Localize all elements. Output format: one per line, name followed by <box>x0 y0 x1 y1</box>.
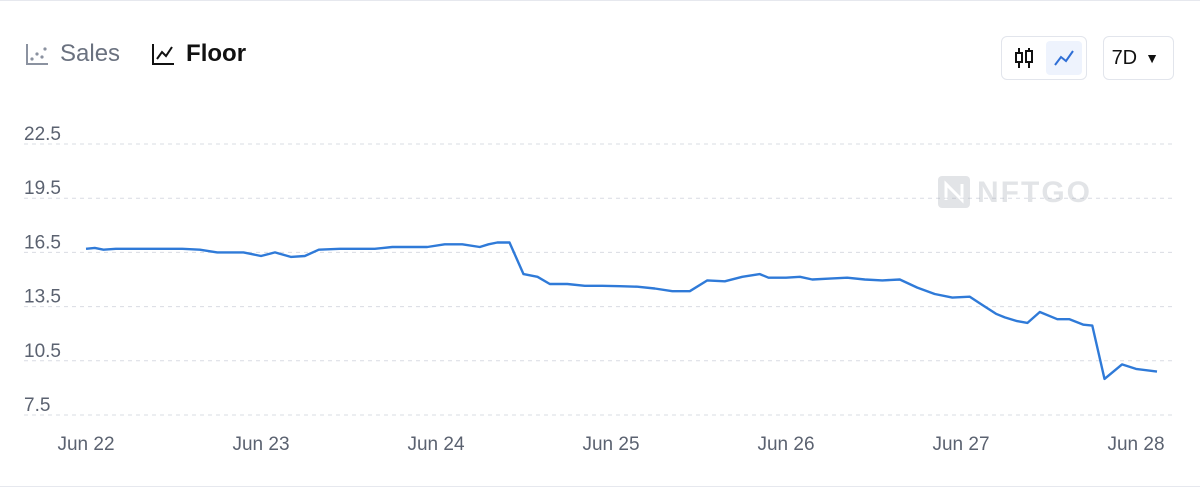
range-select[interactable]: 7D ▼ <box>1102 36 1174 80</box>
x-tick-label: Jun 22 <box>57 434 114 455</box>
x-tick-label: Jun 26 <box>757 434 814 455</box>
x-tick-label: Jun 25 <box>582 434 639 455</box>
y-tick-label: 13.5 <box>24 287 61 308</box>
candlestick-button[interactable] <box>1006 41 1042 75</box>
top-divider <box>0 0 1200 5</box>
tab-floor[interactable]: Floor <box>150 40 246 68</box>
x-tick-label: Jun 24 <box>407 434 464 455</box>
y-axis: 22.5 19.5 16.5 13.5 10.5 7.5 <box>24 124 61 416</box>
scatter-icon <box>26 44 48 65</box>
candlestick-icon <box>1014 48 1033 68</box>
chart-type-toggle <box>1000 36 1087 80</box>
tab-sales-label: Sales <box>60 40 121 67</box>
y-tick-label: 22.5 <box>24 124 61 145</box>
floor-price-chart: NFTGO 22.519.516.513.510.57.5 Jun 22 Jun … <box>24 124 1174 455</box>
tab-floor-label: Floor <box>186 40 247 67</box>
bottom-divider <box>0 486 1200 487</box>
watermark-text: NFTGO <box>977 176 1092 209</box>
x-tick-label: Jun 23 <box>232 434 289 455</box>
tab-sales[interactable]: Sales <box>24 40 120 68</box>
x-tick-label: Jun 28 <box>1107 434 1164 455</box>
x-tick-label: Jun 27 <box>932 434 989 455</box>
chart-controls: 7D ▼ <box>1000 36 1174 80</box>
caret-down-icon: ▼ <box>1145 50 1159 66</box>
nftgo-watermark: NFTGO <box>938 176 1092 209</box>
range-select-value: 7D <box>1111 46 1138 69</box>
line-chart-icon <box>152 44 175 65</box>
y-tick-label: 16.5 <box>24 232 61 253</box>
y-tick-label: 19.5 <box>24 178 61 199</box>
y-tick-label: 7.5 <box>24 395 50 416</box>
chart-tabs: Sales Floor <box>24 40 246 68</box>
floor-price-line <box>85 241 1158 381</box>
line-chart-button[interactable] <box>1045 41 1082 75</box>
y-tick-label: 10.5 <box>24 341 61 362</box>
nftgo-logo-icon <box>938 176 970 208</box>
x-axis: Jun 22 Jun 23 Jun 24 Jun 25 Jun 26 Jun 27 Jun … <box>57 434 1164 455</box>
line-chart-icon <box>1053 50 1074 66</box>
